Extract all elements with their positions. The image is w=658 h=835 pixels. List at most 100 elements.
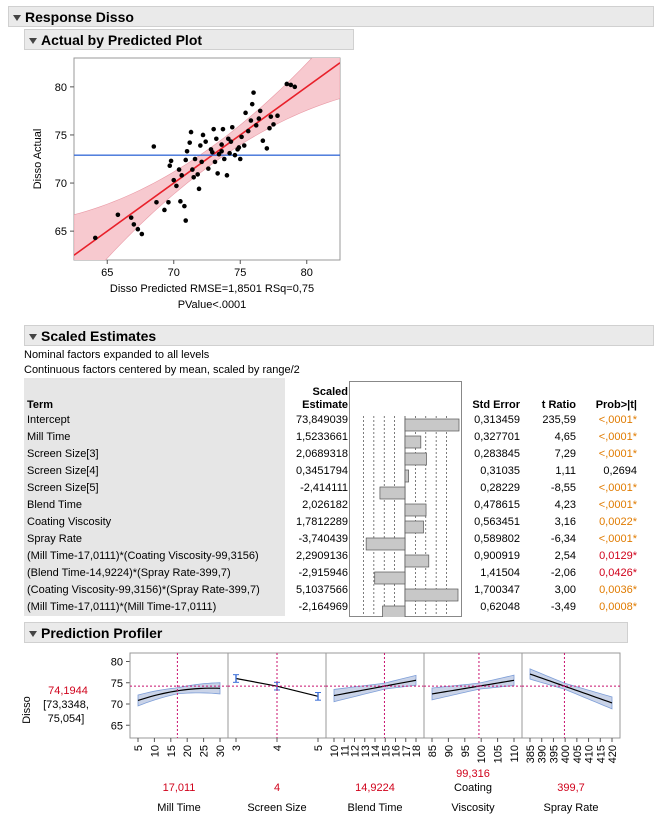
disclosure-icon[interactable]	[13, 15, 21, 22]
data-point[interactable]	[257, 108, 263, 114]
data-point[interactable]	[275, 113, 280, 119]
data-point[interactable]	[187, 140, 193, 145]
data-point[interactable]	[179, 173, 185, 178]
data-point[interactable]	[192, 156, 198, 162]
avp-header[interactable]: Actual by Predicted Plot	[24, 29, 354, 50]
data-point[interactable]	[131, 222, 137, 227]
data-point[interactable]	[211, 126, 216, 132]
data-point[interactable]	[182, 203, 187, 209]
data-point[interactable]	[284, 81, 290, 87]
data-point[interactable]	[154, 199, 159, 205]
data-point[interactable]	[216, 151, 222, 157]
data-point[interactable]	[183, 157, 189, 163]
data-point[interactable]	[199, 159, 204, 165]
data-point[interactable]	[256, 116, 262, 121]
data-point[interactable]	[92, 235, 98, 241]
data-point[interactable]	[139, 231, 145, 237]
data-point[interactable]	[162, 207, 167, 213]
data-point[interactable]	[227, 150, 232, 156]
data-point[interactable]	[225, 136, 231, 142]
disclosure-icon[interactable]	[29, 38, 37, 45]
data-point[interactable]	[183, 218, 189, 223]
factor-current-value[interactable]: 399,7	[557, 782, 585, 794]
data-point[interactable]	[167, 163, 173, 169]
data-point[interactable]	[184, 149, 190, 154]
profiler-x-tick-label: 3	[231, 745, 243, 751]
data-point[interactable]	[206, 166, 211, 171]
data-point[interactable]	[198, 143, 203, 148]
t-ratio-cell: 4,65	[554, 431, 576, 443]
data-point[interactable]	[224, 173, 230, 178]
factor-current-value[interactable]: 99,316	[456, 768, 490, 780]
data-point[interactable]	[220, 126, 226, 132]
data-point[interactable]	[271, 122, 276, 127]
report-header[interactable]: Response Disso	[8, 6, 654, 27]
data-point[interactable]	[196, 186, 202, 192]
data-point[interactable]	[212, 159, 218, 165]
data-point[interactable]	[260, 138, 266, 144]
data-point[interactable]	[203, 139, 208, 144]
data-point[interactable]	[178, 199, 183, 204]
data-point[interactable]	[267, 125, 272, 131]
data-point[interactable]	[210, 149, 215, 155]
t-ratio-cell: 235,59	[542, 414, 576, 426]
data-point[interactable]	[195, 172, 200, 177]
data-point[interactable]	[219, 142, 224, 147]
data-point[interactable]	[191, 174, 196, 180]
estimate-bar	[404, 588, 459, 602]
estimate-cell: -2,915946	[298, 567, 348, 579]
data-point[interactable]	[188, 129, 194, 135]
disclosure-icon[interactable]	[29, 631, 37, 638]
data-point[interactable]	[288, 82, 294, 88]
data-point[interactable]	[248, 118, 254, 123]
data-point[interactable]	[200, 132, 206, 138]
data-point[interactable]	[292, 84, 298, 90]
data-point[interactable]	[236, 145, 242, 150]
col-prob[interactable]: Prob>|t|	[595, 399, 637, 411]
estimate-cell: 1,5233661	[296, 431, 348, 443]
estimate-cell: -2,414111	[300, 482, 348, 494]
t-ratio-cell: 3,00	[554, 584, 576, 596]
data-point[interactable]	[239, 134, 244, 140]
data-point[interactable]	[171, 177, 177, 183]
col-scaled-estimate[interactable]: Scaled Estimate	[285, 378, 351, 412]
data-point[interactable]	[228, 139, 234, 144]
data-point[interactable]	[245, 128, 251, 134]
data-point[interactable]	[251, 90, 256, 95]
factor-current-value[interactable]: 14,9224	[355, 782, 395, 794]
data-point[interactable]	[243, 110, 248, 116]
estimate-cell: 2,026182	[302, 499, 348, 511]
data-point[interactable]	[253, 123, 259, 128]
data-point[interactable]	[241, 143, 247, 148]
data-point[interactable]	[237, 156, 243, 162]
data-point[interactable]	[190, 167, 195, 172]
data-point[interactable]	[249, 101, 255, 107]
factor-current-value[interactable]: 4	[274, 782, 280, 794]
data-point[interactable]	[232, 152, 238, 158]
col-std-error[interactable]: Std Error	[472, 399, 520, 411]
data-point[interactable]	[264, 146, 270, 151]
data-point[interactable]	[221, 156, 227, 162]
data-point[interactable]	[151, 144, 157, 149]
data-point[interactable]	[176, 167, 182, 172]
data-point[interactable]	[214, 136, 219, 142]
data-point[interactable]	[168, 158, 174, 164]
data-point[interactable]	[268, 114, 274, 119]
profiler-header[interactable]: Prediction Profiler	[24, 622, 628, 643]
estimates-header[interactable]: Scaled Estimates	[24, 325, 654, 346]
data-point[interactable]	[115, 212, 121, 218]
factor-current-value[interactable]: 17,011	[163, 782, 196, 794]
data-point[interactable]	[135, 226, 141, 232]
data-point[interactable]	[174, 183, 179, 189]
data-point[interactable]	[219, 149, 224, 154]
data-point[interactable]	[215, 171, 220, 176]
disclosure-icon[interactable]	[29, 334, 37, 341]
data-point[interactable]	[128, 215, 134, 220]
data-point[interactable]	[166, 199, 171, 205]
col-t-ratio[interactable]: t Ratio	[541, 399, 576, 411]
data-point[interactable]	[229, 124, 235, 130]
prob-cell: 0,2694	[603, 465, 637, 477]
profiler-x-tick-label: 100	[476, 745, 488, 763]
col-term[interactable]: Term	[24, 378, 285, 412]
profiler-x-tick-label: 30	[215, 745, 227, 757]
